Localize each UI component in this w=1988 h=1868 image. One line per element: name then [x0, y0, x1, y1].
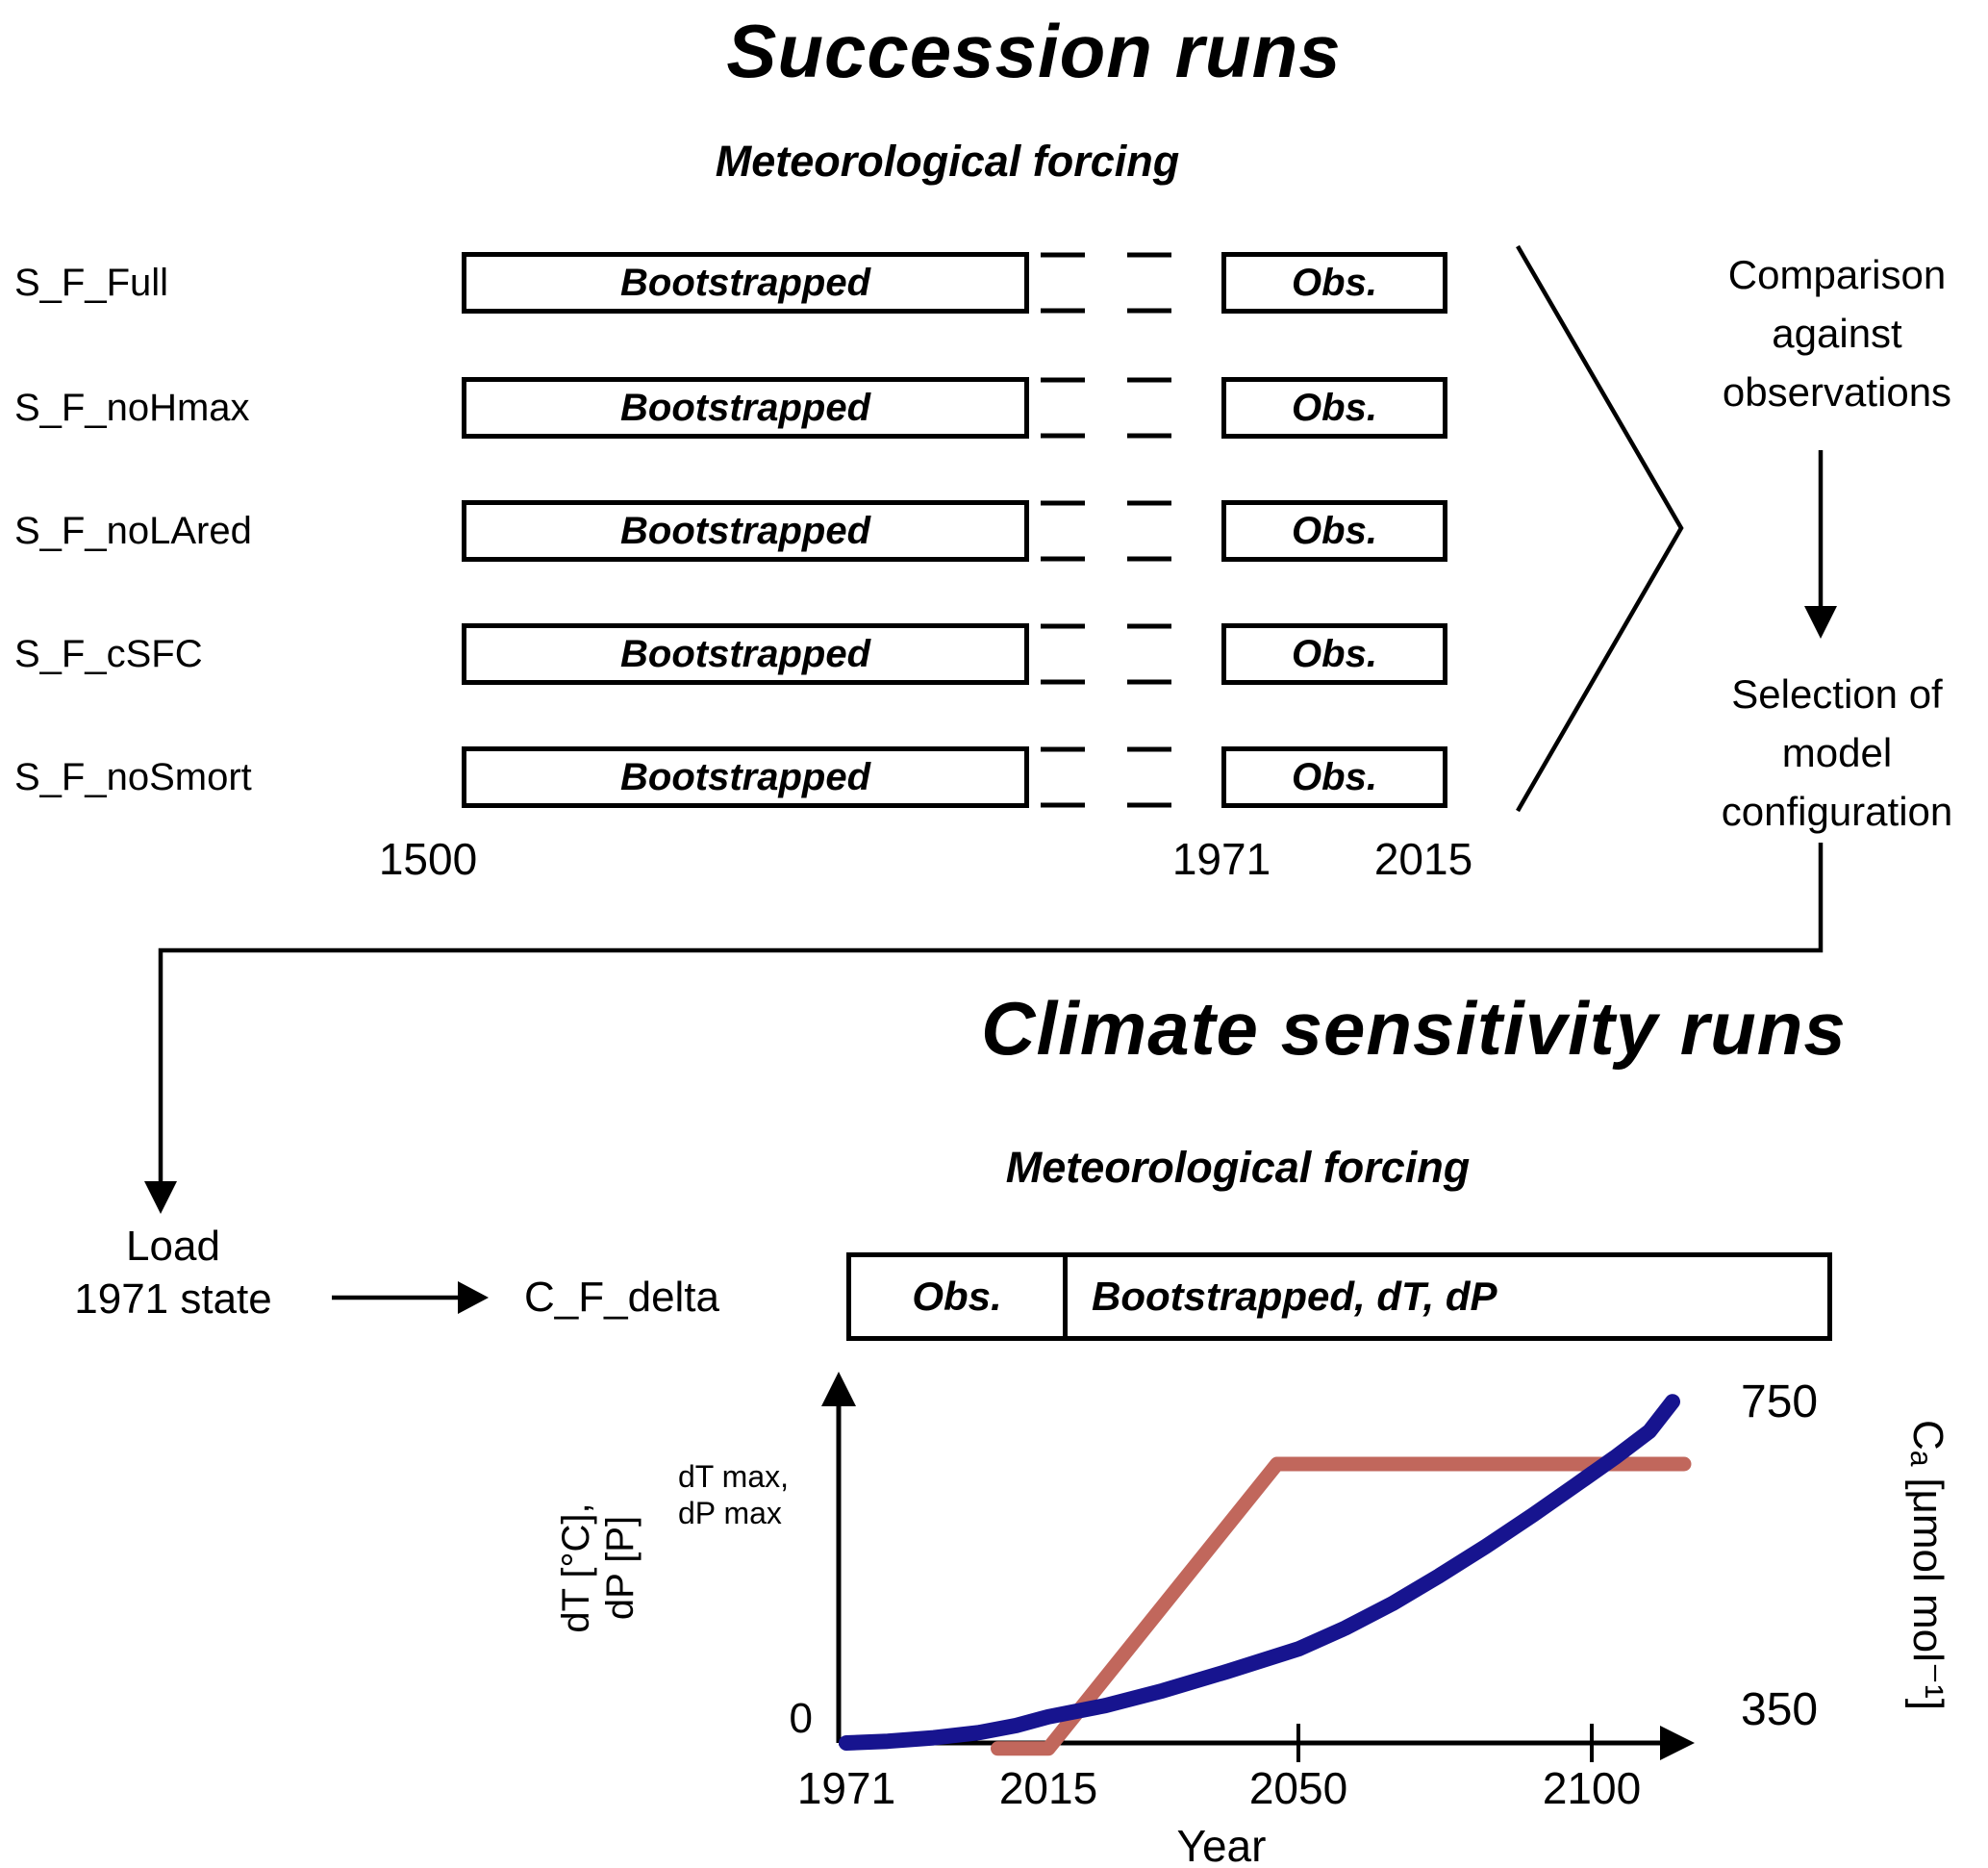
- forcing-obs-label: Obs.: [912, 1274, 1002, 1319]
- run-row: S_F_Full Bootstrapped Obs.: [0, 252, 1452, 314]
- run-label: S_F_cSFC: [14, 632, 203, 675]
- bootstrapped-label: Bootstrapped: [620, 509, 870, 552]
- forcing-bootstrapped-label: Bootstrapped, dT, dP: [1092, 1274, 1497, 1319]
- bootstrapped-label: Bootstrapped: [620, 386, 870, 429]
- x-axis-label: Year: [1176, 1821, 1267, 1868]
- right-y-axis-label: Cₐ [μmol mol⁻¹]: [1904, 1419, 1952, 1711]
- run-row: S_F_noLAred Bootstrapped Obs.: [0, 500, 1452, 562]
- run-row: S_F_noSmort Bootstrapped Obs.: [0, 746, 1452, 808]
- obs-box: Obs.: [1221, 500, 1447, 562]
- climate-run-label: C_F_delta: [524, 1274, 720, 1321]
- forcing-box-bootstrapped-cell: Bootstrapped, dT, dP: [1068, 1257, 1827, 1336]
- x-tick-label-1971: 1971: [796, 1763, 896, 1813]
- obs-box: Obs.: [1221, 746, 1447, 808]
- dt-dp-ramp-line: [991, 1456, 1692, 1756]
- obs-label: Obs.: [1292, 386, 1377, 429]
- y-max-tick-label: dT max, dP max: [678, 1459, 789, 1531]
- succession-forcing-label: Meteorological forcing: [715, 137, 1180, 186]
- climate-title: Climate sensitivity runs: [981, 986, 1847, 1071]
- timeline-end-year: 2015: [1373, 834, 1473, 884]
- ca-concentration-line: [839, 1394, 1680, 1751]
- bootstrapped-box: Bootstrapped: [462, 377, 1029, 439]
- left-y-axis-label: dT [°C], dP [P]: [555, 1502, 642, 1633]
- comparison-note: Comparison against observations: [1722, 252, 1952, 415]
- bootstrapped-box: Bootstrapped: [462, 252, 1029, 314]
- timeline-start-year: 1500: [378, 834, 478, 884]
- right-axis-bottom-label: 350: [1741, 1684, 1819, 1735]
- obs-box: Obs.: [1221, 252, 1447, 314]
- run-label: S_F_noSmort: [14, 755, 252, 798]
- down-arrow-icon: [1804, 606, 1837, 639]
- right-axis-top-label: 750: [1741, 1376, 1819, 1427]
- bootstrapped-box: Bootstrapped: [462, 500, 1029, 562]
- climate-forcing-label: Meteorological forcing: [1005, 1143, 1471, 1192]
- run-label: S_F_Full: [14, 261, 169, 304]
- obs-box: Obs.: [1221, 623, 1447, 685]
- run-label: S_F_noHmax: [14, 386, 250, 429]
- x-tick-label-2050: 2050: [1248, 1763, 1348, 1813]
- obs-box: Obs.: [1221, 377, 1447, 439]
- selection-note: Selection of model configuration: [1721, 671, 1953, 834]
- run-label: S_F_noLAred: [14, 509, 252, 552]
- chevron-icon: [1516, 244, 1684, 813]
- run-row: S_F_noHmax Bootstrapped Obs.: [0, 377, 1452, 439]
- bootstrapped-box: Bootstrapped: [462, 623, 1029, 685]
- x-tick-label-2100: 2100: [1542, 1763, 1642, 1813]
- succession-title: Succession runs: [726, 9, 1342, 93]
- bootstrapped-box: Bootstrapped: [462, 746, 1029, 808]
- forcing-box-obs-cell: Obs.: [851, 1257, 1068, 1336]
- load-arrow-icon: [458, 1281, 489, 1314]
- run-row: S_F_cSFC Bootstrapped Obs.: [0, 623, 1452, 685]
- y-axis-arrowhead-icon: [821, 1372, 856, 1406]
- timeline-obs-year: 1971: [1171, 834, 1271, 884]
- bootstrapped-label: Bootstrapped: [620, 755, 870, 798]
- x-axis-arrowhead-icon: [1660, 1726, 1695, 1760]
- bootstrapped-label: Bootstrapped: [620, 261, 870, 304]
- climate-forcing-box: Obs. Bootstrapped, dT, dP: [846, 1252, 1832, 1341]
- obs-label: Obs.: [1292, 509, 1377, 552]
- y-zero-tick-label: 0: [789, 1695, 813, 1742]
- bootstrapped-label: Bootstrapped: [620, 632, 870, 675]
- obs-label: Obs.: [1292, 261, 1377, 304]
- x-tick-label-2015: 2015: [998, 1763, 1098, 1813]
- load-state-note: Load 1971 state: [74, 1223, 272, 1323]
- obs-label: Obs.: [1292, 755, 1377, 798]
- obs-label: Obs.: [1292, 632, 1377, 675]
- elbow-arrowhead-icon: [144, 1181, 177, 1214]
